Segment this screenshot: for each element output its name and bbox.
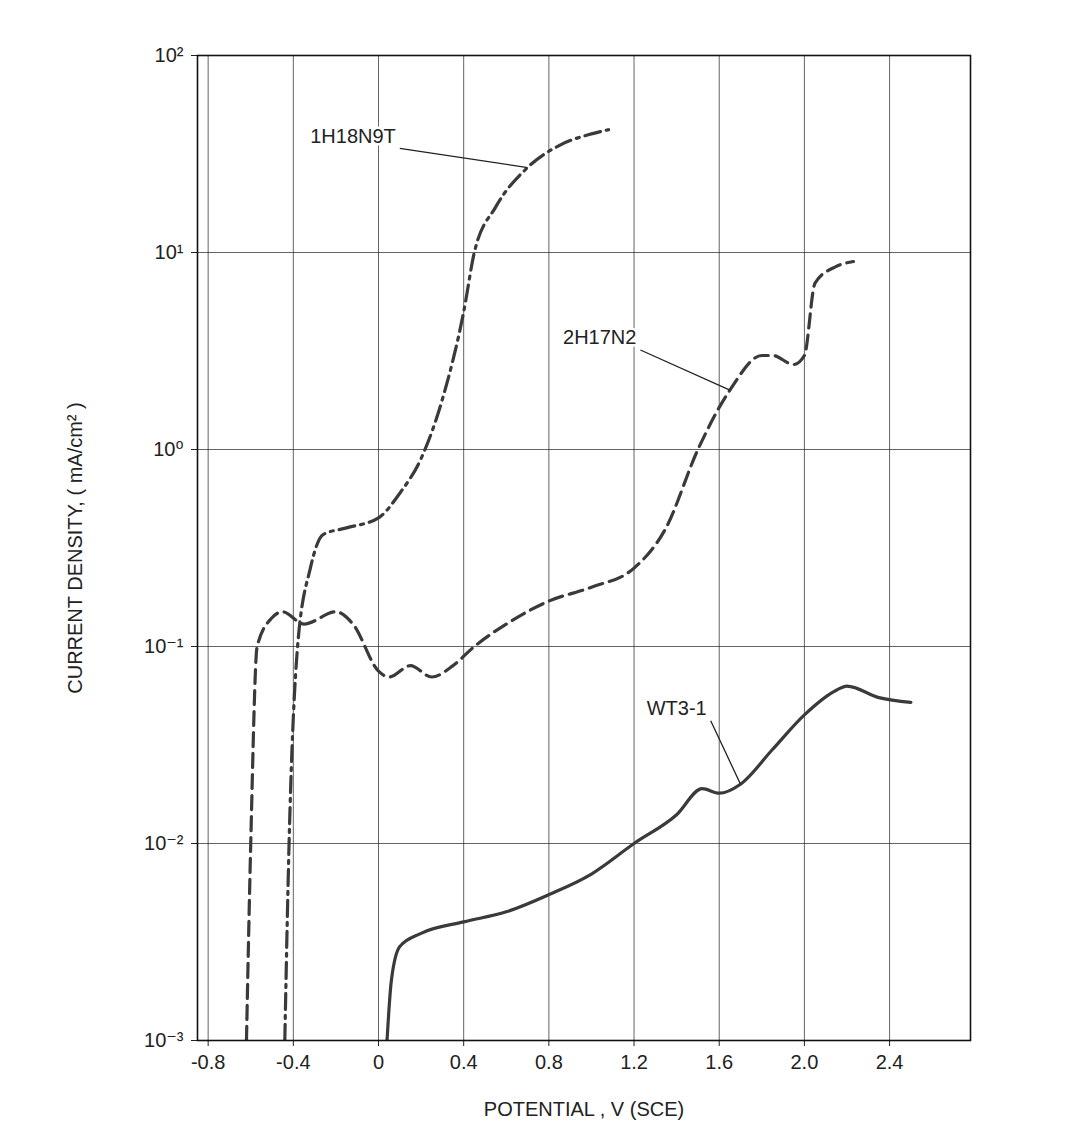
svg-text:POTENTIAL , V (SCE): POTENTIAL , V (SCE) <box>484 1098 684 1120</box>
svg-text:2H17N2: 2H17N2 <box>563 326 636 348</box>
svg-text:10¹: 10¹ <box>155 241 184 263</box>
svg-text:1H18N9T: 1H18N9T <box>310 125 396 147</box>
svg-text:0.8: 0.8 <box>535 1051 563 1073</box>
svg-text:CURRENT DENSITY, ( mA/cm² ): CURRENT DENSITY, ( mA/cm² ) <box>64 402 86 694</box>
svg-text:10⁻²: 10⁻² <box>144 832 184 854</box>
svg-text:2.0: 2.0 <box>790 1051 818 1073</box>
svg-text:1.6: 1.6 <box>705 1051 733 1073</box>
svg-text:-0.8: -0.8 <box>191 1051 225 1073</box>
svg-text:10²: 10² <box>155 44 184 66</box>
svg-text:0.4: 0.4 <box>450 1051 478 1073</box>
svg-text:-0.4: -0.4 <box>276 1051 310 1073</box>
svg-text:10⁰: 10⁰ <box>153 438 183 460</box>
svg-text:2.4: 2.4 <box>876 1051 904 1073</box>
svg-text:10⁻¹: 10⁻¹ <box>144 635 184 657</box>
svg-text:10⁻³: 10⁻³ <box>144 1029 184 1051</box>
svg-text:WT3-1: WT3-1 <box>647 697 707 719</box>
svg-text:1.2: 1.2 <box>620 1051 648 1073</box>
svg-text:0: 0 <box>373 1051 384 1073</box>
